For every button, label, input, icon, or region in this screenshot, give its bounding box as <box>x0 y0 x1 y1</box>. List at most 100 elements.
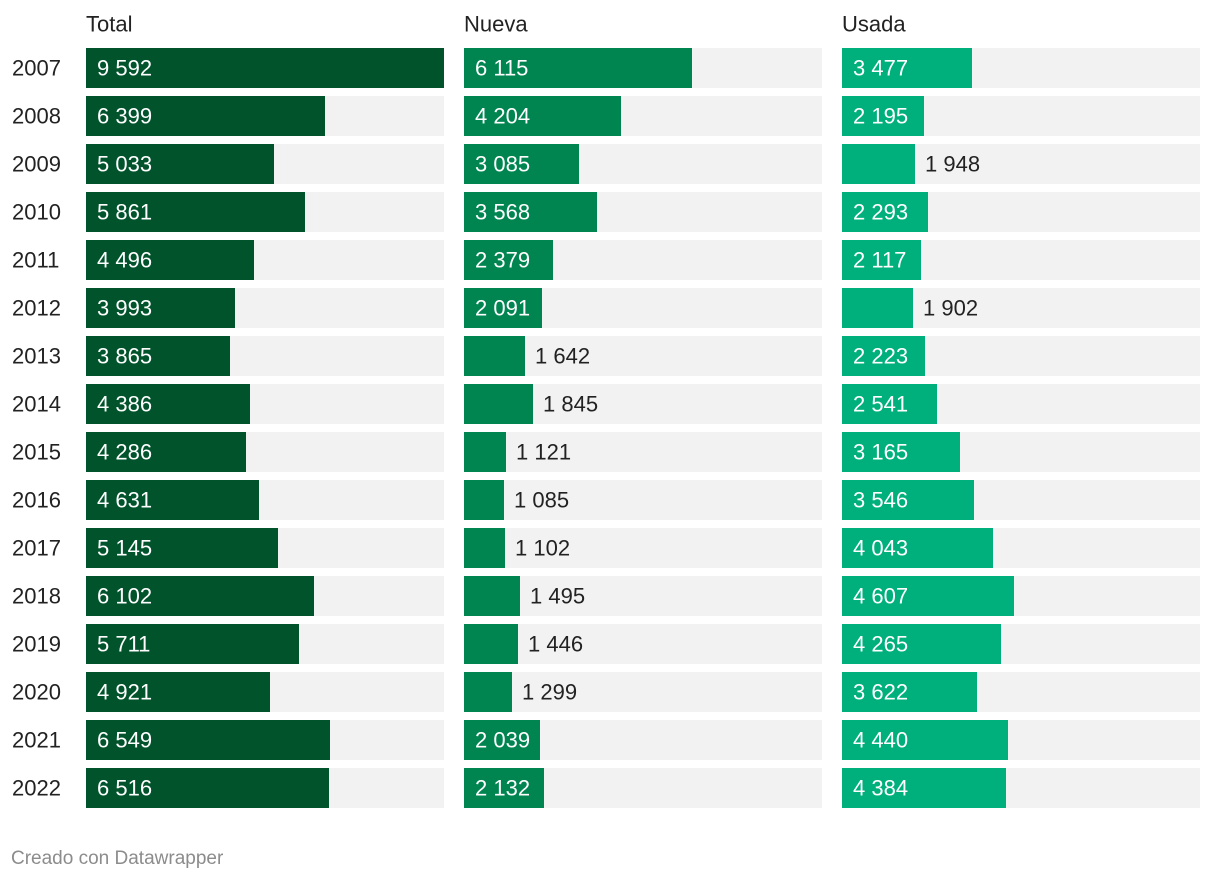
value-label: 4 921 <box>97 680 152 705</box>
value-label: 2 039 <box>475 728 530 753</box>
bar-total <box>86 48 444 88</box>
bar-nueva <box>464 144 579 184</box>
year-label: 2014 <box>12 392 61 417</box>
value-label: 1 299 <box>522 680 577 705</box>
year-label: 2013 <box>12 344 61 369</box>
bar-nueva <box>464 336 525 376</box>
credit-footer: Creado con Datawrapper <box>11 848 224 869</box>
bar-nueva <box>464 672 512 712</box>
year-label: 2015 <box>12 440 61 465</box>
bar-usada <box>842 528 993 568</box>
value-label: 4 607 <box>853 584 908 609</box>
year-label: 2008 <box>12 104 61 129</box>
bar-nueva <box>464 432 506 472</box>
value-label: 4 265 <box>853 632 908 657</box>
bar-total <box>86 96 325 136</box>
value-label: 1 085 <box>514 488 569 513</box>
value-label: 5 711 <box>97 632 150 657</box>
bar-total <box>86 384 250 424</box>
value-label: 4 386 <box>97 392 152 417</box>
value-label: 1 102 <box>515 536 570 561</box>
bar-nueva <box>464 576 520 616</box>
year-label: 2022 <box>12 776 61 801</box>
year-label: 2010 <box>12 200 61 225</box>
year-label: 2012 <box>12 296 61 321</box>
bar-nueva <box>464 480 504 520</box>
value-label: 2 091 <box>475 296 530 321</box>
value-label: 4 496 <box>97 248 152 273</box>
value-label: 1 845 <box>543 392 598 417</box>
bar-nueva <box>464 624 518 664</box>
bar-usada <box>842 432 960 472</box>
year-label: 2016 <box>12 488 61 513</box>
bar-total <box>86 528 278 568</box>
value-label: 4 384 <box>853 776 908 801</box>
value-label: 3 865 <box>97 344 152 369</box>
bar-total <box>86 288 235 328</box>
column-title-nueva: Nueva <box>464 12 528 37</box>
bar-usada <box>842 96 924 136</box>
value-label: 3 546 <box>853 488 908 513</box>
value-label: 1 495 <box>530 584 585 609</box>
value-label: 5 033 <box>97 152 152 177</box>
year-label: 2018 <box>12 584 61 609</box>
bar-background <box>464 672 822 712</box>
value-label: 1 948 <box>925 152 980 177</box>
bar-usada <box>842 576 1014 616</box>
bar-total <box>86 624 299 664</box>
bar-usada <box>842 192 928 232</box>
value-label: 6 516 <box>97 776 152 801</box>
bar-nueva <box>464 528 505 568</box>
bar-total <box>86 144 274 184</box>
bar-usada <box>842 48 972 88</box>
value-label: 4 286 <box>97 440 152 465</box>
bar-background <box>464 528 822 568</box>
column-title-usada: Usada <box>842 12 906 37</box>
value-label: 5 145 <box>97 536 152 561</box>
bar-total <box>86 192 305 232</box>
bar-nueva <box>464 384 533 424</box>
value-label: 4 440 <box>853 728 908 753</box>
bar-total <box>86 672 270 712</box>
bar-chart: 2007 2008 2009 2010 2011 2012 2013 2014 2015 2016… <box>12 12 1200 808</box>
bar-nueva <box>464 768 544 808</box>
bar-background <box>464 624 822 664</box>
value-label: 1 121 <box>516 440 571 465</box>
value-label: 6 399 <box>97 104 152 129</box>
bar-usada <box>842 288 913 328</box>
value-label: 1 642 <box>535 344 590 369</box>
bar-background <box>464 432 822 472</box>
year-label: 2011 <box>12 248 59 273</box>
value-label: 2 132 <box>475 776 530 801</box>
bar-nueva <box>464 240 553 280</box>
bar-background <box>464 480 822 520</box>
bar-total <box>86 480 259 520</box>
bar-total <box>86 336 230 376</box>
bar-total <box>86 768 329 808</box>
value-label: 3 622 <box>853 680 908 705</box>
value-label: 6 115 <box>475 56 528 81</box>
bar-usada <box>842 384 937 424</box>
value-label: 2 541 <box>853 392 908 417</box>
bar-nueva <box>464 720 540 760</box>
value-label: 4 204 <box>475 104 530 129</box>
bar-total <box>86 240 254 280</box>
year-label: 2020 <box>12 680 61 705</box>
value-label: 9 592 <box>97 56 152 81</box>
value-label: 4 631 <box>97 488 152 513</box>
value-label: 3 085 <box>475 152 530 177</box>
year-label: 2009 <box>12 152 61 177</box>
year-label: 2019 <box>12 632 61 657</box>
bar-nueva <box>464 192 597 232</box>
value-label: 4 043 <box>853 536 908 561</box>
value-label: 3 165 <box>853 440 908 465</box>
value-label: 2 117 <box>853 248 906 273</box>
bar-usada <box>842 480 974 520</box>
bar-nueva <box>464 288 542 328</box>
column-title-total: Total <box>86 12 132 37</box>
bar-nueva <box>464 96 621 136</box>
bar-usada <box>842 672 977 712</box>
value-label: 3 568 <box>475 200 530 225</box>
value-label: 2 379 <box>475 248 530 273</box>
bar-usada <box>842 768 1006 808</box>
